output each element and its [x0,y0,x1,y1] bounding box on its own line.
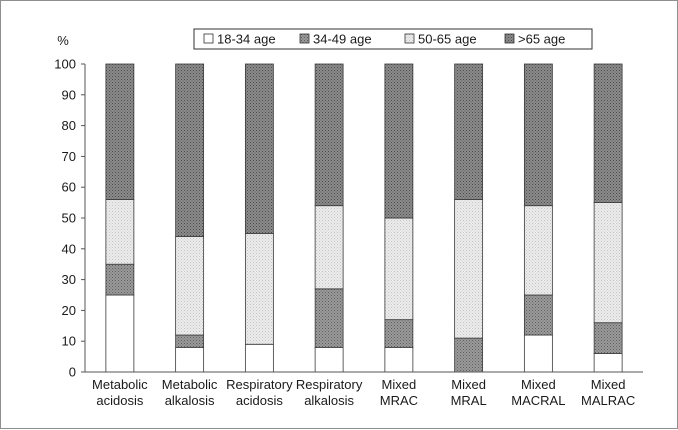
bar-segment-65-age [593,63,623,204]
x-tick-label: Respiratory alkalosis [296,377,363,408]
legend-label: 50-65 age [418,32,477,47]
y-tick-label: 10 [62,334,76,349]
y-tick-label: 60 [62,180,76,195]
bar-segment-18-34-age [314,346,344,373]
legend-label: 34-49 age [313,32,372,47]
bar-segment-18-34-age [593,353,623,373]
x-tick-label: Respiratory acidosis [226,377,293,408]
x-tick-label: Metabolic alkalosis [162,377,218,408]
legend-item-34-49-age: 34-49 age [299,32,372,47]
bar-segment-34-49-age [593,322,623,354]
bar-segment-34-49-age [384,319,414,348]
bar-segment-50-65-age [593,202,623,324]
y-tick-label: 30 [62,272,76,287]
legend-item-18-34-age: 18-34 age [203,32,276,47]
legend-swatch [404,33,415,44]
bar-stack-respiratory-alkalosis [314,63,344,373]
legend-item-50-65-age: 50-65 age [404,32,477,47]
bar-stack-metabolic-acidosis [105,63,135,373]
y-tick-label: 70 [62,149,76,164]
bar-segment-18-34-age [384,346,414,373]
y-tick-label: 50 [62,211,76,226]
bar-segment-18-34-age [105,294,135,373]
bar-segment-50-65-age [105,199,135,265]
y-axis: 0 10 20 30 40 50 60 70 80 90 100 [54,57,86,380]
bar-segment-18-34-age [244,343,274,373]
bar-segment-50-65-age [384,217,414,321]
bars [105,63,623,373]
bar-segment-50-65-age [314,205,344,290]
bar-segment-50-65-age [244,232,274,345]
y-axis-unit: % [57,33,69,48]
x-axis: Metabolic acidosis Metabolic alkalosis Respi… [85,371,643,408]
x-tick-label: Mixed MRAL [451,377,487,408]
legend-box [193,28,593,50]
legend-item-65-age: >65 age [504,32,565,47]
y-tick-label: 100 [54,57,76,72]
x-tick-label: Mixed MALRAC [581,377,635,408]
bar-segment-34-49-age [523,294,553,336]
bar-segment-34-49-age [314,288,344,348]
bar-segment-50-65-age [454,199,484,339]
legend-label: >65 age [518,32,565,47]
bar-segment-50-65-age [523,205,553,296]
bar-segment-34-49-age [175,334,205,348]
bar-segment-65-age [105,63,135,200]
bar-stack-mixed-mrac [384,63,414,373]
y-tick-label: 90 [62,87,76,102]
legend: 18-34 age 34-49 age 50-65 age >65 age [193,28,593,50]
legend-swatch [504,33,515,44]
legend-label: 18-34 age [217,32,276,47]
bar-segment-65-age [314,63,344,207]
bar-segment-65-age [454,63,484,200]
bar-segment-65-age [523,63,553,207]
x-tick-label: Metabolic acidosis [92,377,148,408]
y-tick-label: 40 [62,241,76,256]
bar-segment-34-49-age [105,263,135,296]
bar-segment-65-age [244,63,274,234]
bar-stack-metabolic-alkalosis [175,63,205,373]
bar-stack-mixed-malrac [593,63,623,373]
bar-segment-65-age [384,63,414,219]
bar-segment-34-49-age [454,337,484,373]
x-tick-label: Mixed MRAC [380,377,418,408]
x-tick-label: Mixed MACRAL [511,377,565,408]
y-tick-label: 20 [62,303,76,318]
bar-segment-50-65-age [175,236,205,336]
y-tick-label: 80 [62,118,76,133]
bar-stack-mixed-macral [523,63,553,373]
legend-swatch [203,33,214,44]
bar-segment-65-age [175,63,205,237]
bar-stack-mixed-mral [454,63,484,373]
bar-segment-18-34-age [523,334,553,373]
legend-swatch [299,33,310,44]
bar-stack-respiratory-acidosis [244,63,274,373]
bar-segment-18-34-age [175,346,205,373]
y-tick-label: 0 [69,365,76,380]
